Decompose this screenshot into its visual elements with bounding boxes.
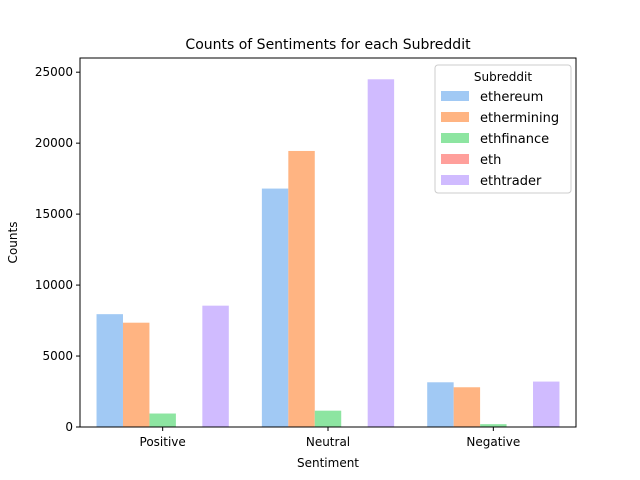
bar-ethfinance-positive: [149, 413, 176, 427]
y-tick-label: 20000: [35, 136, 73, 150]
x-tick-label-positive: Positive: [140, 435, 186, 449]
bar-ethfinance-neutral: [314, 410, 342, 427]
legend-label-ethereum: ethereum: [480, 90, 543, 105]
bars-group: [96, 79, 560, 427]
legend-swatch-ethereum: [441, 91, 469, 101]
x-axis-ticks: Positive Neutral Negative: [140, 427, 520, 449]
y-tick-label: 0: [65, 420, 73, 434]
legend-swatch-ethfinance: [441, 133, 469, 143]
bar-ethereum-positive: [96, 314, 123, 427]
legend: Subreddit ethereum ethermining ethfinance e…: [434, 64, 572, 194]
legend-swatch-eth: [441, 154, 469, 164]
y-tick-label: 25000: [35, 65, 73, 79]
legend-title: Subreddit: [474, 70, 532, 84]
legend-swatch-ethtrader: [441, 175, 469, 185]
bar-ethtrader-negative: [533, 381, 560, 427]
bar-ethermining-positive: [122, 322, 150, 427]
x-tick-label-negative: Negative: [466, 435, 520, 449]
bar-ethermining-negative: [453, 387, 481, 427]
legend-label-eth: eth: [480, 153, 501, 168]
y-axis-ticks: 0 5000 10000 15000 20000 25000: [35, 65, 80, 434]
legend-label-ethermining: ethermining: [480, 111, 559, 126]
x-tick-label-neutral: Neutral: [306, 435, 350, 449]
x-axis-label: Sentiment: [297, 456, 359, 470]
y-tick-label: 15000: [35, 207, 73, 221]
bar-ethereum-neutral: [261, 188, 289, 427]
bar-ethtrader-neutral: [367, 79, 395, 427]
legend-label-ethtrader: ethtrader: [480, 174, 542, 189]
bar-ethereum-negative: [427, 382, 454, 427]
chart-title: Counts of Sentiments for each Subreddit: [185, 37, 471, 53]
legend-swatch-ethermining: [441, 112, 469, 122]
bar-ethtrader-positive: [202, 305, 229, 427]
bar-ethfinance-negative: [480, 424, 507, 427]
legend-label-ethfinance: ethfinance: [480, 132, 549, 147]
y-axis-label: Counts: [6, 222, 20, 264]
y-tick-label: 10000: [35, 278, 73, 292]
y-tick-label: 5000: [42, 349, 73, 363]
bar-ethermining-neutral: [288, 150, 315, 427]
